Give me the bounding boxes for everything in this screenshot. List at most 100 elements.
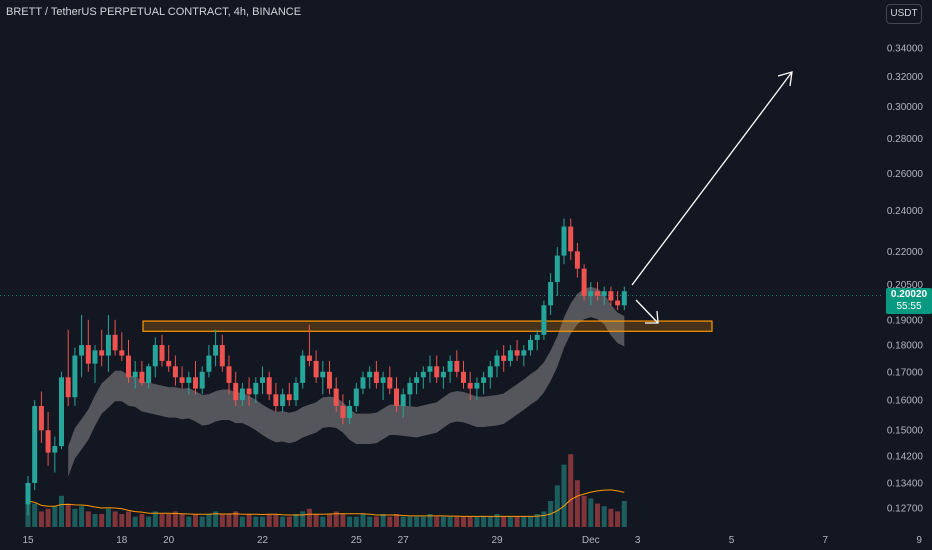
candle (360, 377, 366, 389)
volume-bar (521, 516, 527, 527)
candle (260, 377, 265, 383)
price-tick-label: 0.14200 (887, 451, 924, 462)
volume-bar (494, 514, 500, 527)
volume-bar (461, 516, 466, 527)
volume-bar (347, 516, 353, 527)
target-arrow-line (631, 71, 793, 286)
volume-bar (300, 511, 306, 527)
volume-ma-line (27, 489, 625, 517)
candle (447, 360, 453, 372)
candle (239, 388, 245, 401)
time-tick-label: 25 (351, 535, 363, 546)
candle (293, 382, 299, 401)
candle (159, 345, 165, 361)
volume-bar (394, 514, 399, 527)
candle (79, 345, 85, 356)
candle (420, 371, 426, 378)
symbol-title: BRETT / TetherUS PERPETUAL CONTRACT, 4h,… (6, 6, 302, 18)
candle (373, 371, 379, 383)
candle (219, 345, 225, 367)
volume-bar (99, 514, 105, 527)
candle (400, 394, 406, 406)
price-tick-label: 0.17000 (887, 367, 924, 378)
candle (608, 291, 614, 301)
candle (494, 355, 500, 367)
candle (320, 371, 326, 378)
candle (92, 350, 98, 364)
time-tick-label: 20 (163, 535, 175, 546)
volume-bar (568, 454, 574, 527)
volume-bar (514, 516, 520, 527)
bar-countdown: 55:55 (896, 301, 922, 313)
volume-bar (327, 514, 332, 527)
volume-bar (467, 516, 473, 527)
volume-bar (139, 514, 145, 527)
candle (340, 405, 346, 418)
price-tick-label: 0.20500 (887, 280, 924, 291)
candle (199, 371, 205, 389)
candle (233, 382, 239, 401)
volume-bar (353, 516, 359, 527)
candle (461, 371, 466, 383)
price-tick-label: 0.24000 (887, 206, 924, 217)
candle (65, 377, 71, 398)
volume-bar (367, 516, 373, 527)
resistance-zone-box (142, 320, 713, 332)
volume-bar (420, 516, 426, 527)
candle (112, 334, 118, 351)
candle (38, 405, 44, 431)
volume-bar (434, 516, 440, 527)
candle (266, 377, 272, 395)
volume-bar (293, 514, 299, 527)
volume-bar (246, 514, 252, 527)
volume-bar (574, 480, 580, 527)
candle (139, 371, 145, 383)
volume-bar (186, 516, 192, 527)
candle (132, 371, 138, 378)
volume-bar (407, 516, 413, 527)
volume-bar (286, 516, 292, 527)
volume-bar (581, 495, 587, 527)
candle (32, 405, 38, 483)
candle (568, 226, 574, 252)
candle (85, 345, 91, 364)
volume-bar (608, 508, 614, 527)
volume-bar (233, 511, 239, 527)
volume-bar (45, 508, 51, 527)
volume-bar (239, 516, 245, 527)
candle (353, 388, 359, 406)
volume-bar (179, 514, 185, 527)
volume-bar (440, 516, 446, 527)
volume-bar (52, 506, 58, 527)
candle (487, 366, 493, 378)
candle (193, 377, 198, 389)
price-tick-label: 0.19000 (887, 315, 924, 326)
candle (146, 366, 152, 383)
time-tick-label: 18 (116, 535, 128, 546)
volume-bar (253, 516, 259, 527)
candle (621, 291, 627, 306)
candle (280, 394, 286, 406)
candle (434, 366, 440, 378)
price-tick-label: 0.16000 (887, 396, 924, 407)
candle (52, 446, 58, 453)
candle (541, 305, 547, 335)
volume-bar (340, 514, 346, 527)
currency-button[interactable]: USDT (886, 4, 922, 24)
candle (186, 377, 192, 383)
candle (367, 371, 373, 378)
volume-bar (166, 514, 172, 527)
volume-bar (400, 516, 406, 527)
volume-bar (146, 516, 152, 527)
candle (286, 394, 292, 401)
candle (206, 355, 212, 372)
volume-bar (414, 516, 420, 527)
volume-bar (313, 514, 319, 527)
candle (380, 377, 386, 383)
candle (226, 366, 232, 383)
time-tick-label: 22 (257, 535, 269, 546)
volume-bar (447, 516, 453, 527)
volume-bar (172, 511, 178, 527)
time-tick-label: 27 (398, 535, 410, 546)
